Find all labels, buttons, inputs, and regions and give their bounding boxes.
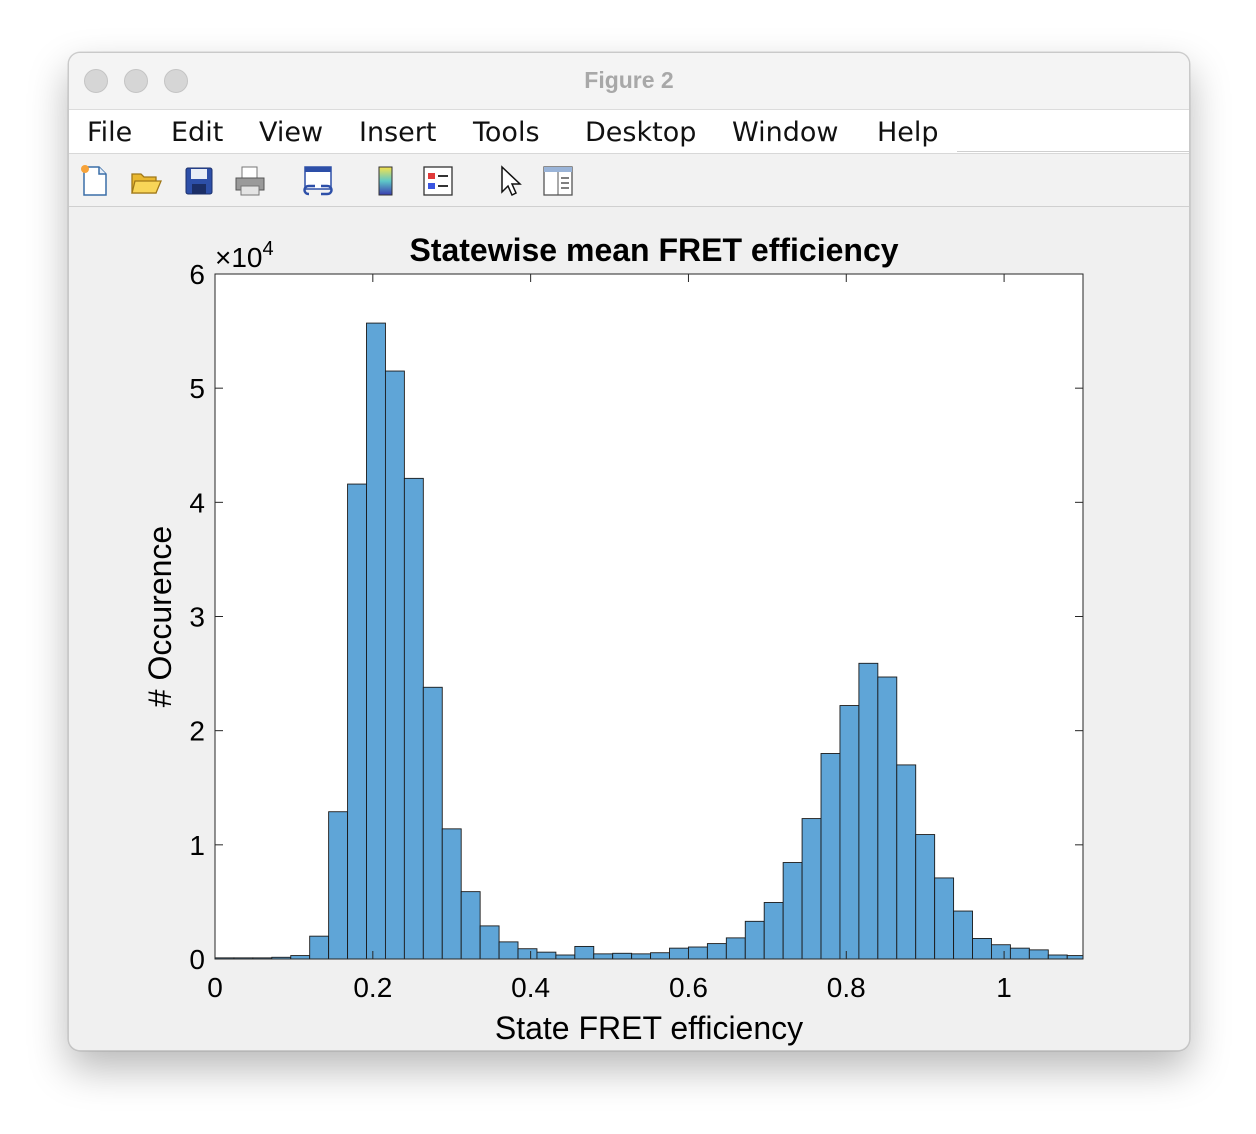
histogram-bar <box>801 818 822 960</box>
histogram-bar <box>479 925 500 960</box>
histogram-bar <box>309 935 330 960</box>
x-tick-label: 0.4 <box>511 972 550 1003</box>
x-tick-label: 0.8 <box>827 972 866 1003</box>
menu-help[interactable]: Help <box>877 117 939 148</box>
y-tick-label: 0 <box>189 944 205 975</box>
histogram-bar <box>441 828 462 960</box>
histogram-bar <box>991 944 1011 960</box>
histogram-bar <box>366 322 386 960</box>
histogram-bar <box>347 483 367 960</box>
histogram-bar <box>1047 954 1068 960</box>
tick-labels: 0 0.2 0.4 0.6 0.8 1 0 1 2 3 4 5 6 <box>189 259 1011 1003</box>
histogram-bar <box>820 753 841 960</box>
print-icon[interactable] <box>233 164 267 198</box>
open-file-icon[interactable] <box>129 164 163 198</box>
x-tick-label: 0 <box>207 972 223 1003</box>
minimize-window-button[interactable] <box>124 69 148 93</box>
histogram-bar <box>536 951 557 960</box>
new-figure-icon[interactable] <box>77 164 111 198</box>
histogram-bar <box>725 937 746 960</box>
figure-toolbar <box>69 154 1189 207</box>
histogram-bar <box>669 947 689 960</box>
histogram-bar <box>328 811 349 960</box>
menu-view[interactable]: View <box>259 117 324 148</box>
link-plot-icon[interactable] <box>301 164 335 198</box>
y-tick-label: 4 <box>189 487 205 518</box>
histogram-bar <box>384 370 405 960</box>
histogram-bar <box>555 954 576 960</box>
histogram-bar <box>915 834 936 960</box>
legend-icon[interactable] <box>421 164 455 198</box>
menu-file[interactable]: File <box>87 117 133 148</box>
histogram-bar <box>953 910 973 960</box>
histogram-bar <box>706 943 727 960</box>
plot-area: 0 0.2 0.4 0.6 0.8 1 0 1 2 3 4 5 6 Statewise mean FRE… <box>69 207 1189 1050</box>
x-axis-label: State FRET efficiency <box>495 1010 803 1046</box>
histogram-bar <box>612 952 633 960</box>
histogram-bar <box>763 902 784 960</box>
figure-window: Figure 2 File Edit View Insert Tools Des… <box>68 52 1190 1051</box>
menu-desktop[interactable]: Desktop <box>585 117 697 148</box>
menu-edit[interactable]: Edit <box>171 117 224 148</box>
histogram-chart[interactable]: 0 0.2 0.4 0.6 0.8 1 0 1 2 3 4 5 6 Statewise mean FRE… <box>69 207 1189 1050</box>
histogram-bar <box>460 891 481 960</box>
x-tick-label: 0.6 <box>669 972 708 1003</box>
property-editor-icon[interactable] <box>541 164 575 198</box>
histogram-bar <box>631 953 652 960</box>
y-tick-label: 3 <box>189 602 205 633</box>
y-tick-label: 6 <box>189 259 205 290</box>
histogram-bar <box>1028 949 1049 960</box>
histogram-bar <box>972 938 992 960</box>
histogram-bar <box>650 952 670 960</box>
menu-divider <box>957 151 1189 152</box>
y-tick-label: 5 <box>189 373 205 404</box>
close-window-button[interactable] <box>84 69 108 93</box>
histogram-bar <box>574 945 595 960</box>
histogram-bar <box>877 676 898 960</box>
histogram-bar <box>1066 955 1084 960</box>
histogram-bar <box>934 877 955 960</box>
y-tick-label: 2 <box>189 716 205 747</box>
y-exponent-power: 4 <box>263 238 274 260</box>
histogram-bar <box>498 941 519 960</box>
x-tick-label: 1 <box>996 972 1012 1003</box>
histogram-bar <box>858 662 879 960</box>
histogram-bar <box>744 920 765 960</box>
colorbar-icon[interactable] <box>369 164 403 198</box>
pointer-icon[interactable] <box>493 164 527 198</box>
chart-title: Statewise mean FRET efficiency <box>409 232 898 268</box>
histogram-bar <box>422 686 443 960</box>
histogram-bar <box>290 955 311 960</box>
menu-tools[interactable]: Tools <box>473 117 540 148</box>
axes-box <box>214 273 1084 960</box>
y-tick-label: 1 <box>189 830 205 861</box>
x-tick-label: 0.2 <box>353 972 392 1003</box>
histogram-bar <box>593 953 614 960</box>
histogram-bar <box>839 705 860 960</box>
menu-window[interactable]: Window <box>732 117 839 148</box>
histogram-bar <box>782 862 803 960</box>
window-title: Figure 2 <box>584 67 674 93</box>
zoom-window-button[interactable] <box>164 69 188 93</box>
histogram-bar <box>517 948 538 960</box>
histogram-bar <box>688 946 708 960</box>
save-icon[interactable] <box>182 164 216 198</box>
menu-insert[interactable]: Insert <box>359 117 437 148</box>
histogram-bar <box>1009 947 1030 960</box>
y-axis-exponent: ×104 <box>215 238 274 273</box>
menu-bar: File Edit View Insert Tools Desktop Wind… <box>69 110 1189 195</box>
histogram-bar <box>896 764 917 960</box>
y-axis-label: # Occurence <box>142 526 178 707</box>
histogram-bar <box>403 477 424 960</box>
y-exponent-base: ×10 <box>215 242 263 273</box>
title-bar[interactable]: Figure 2 <box>69 53 1189 110</box>
